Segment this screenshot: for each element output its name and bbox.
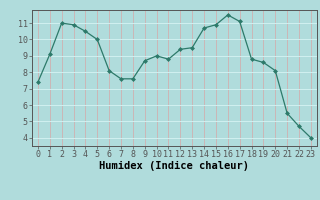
- X-axis label: Humidex (Indice chaleur): Humidex (Indice chaleur): [100, 161, 249, 171]
